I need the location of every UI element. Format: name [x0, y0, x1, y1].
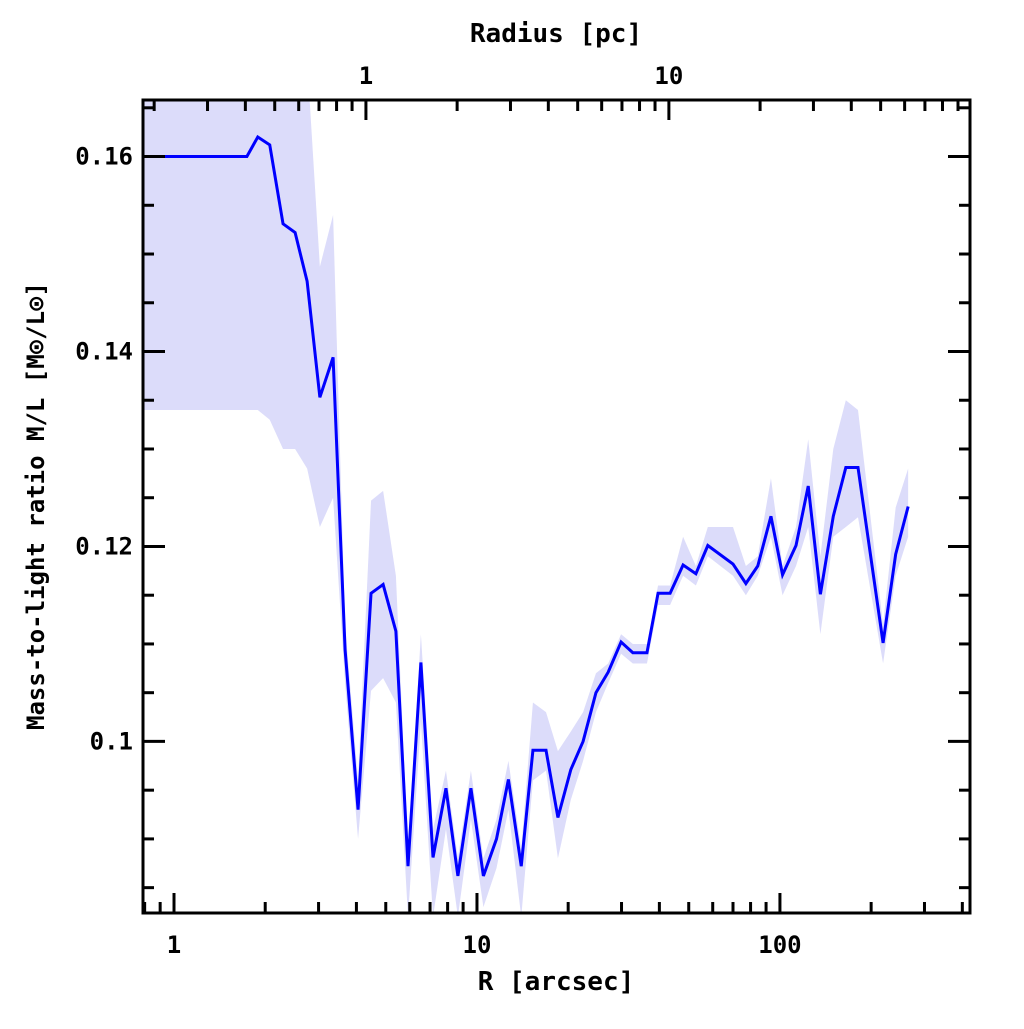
- y-axis-label: Mass-to-light ratio M/L [M⊙/L⊙]: [22, 282, 50, 730]
- x-tick-label: 1: [167, 931, 181, 959]
- x-tick-label: 100: [758, 931, 801, 959]
- y-tick-label: 0.12: [75, 532, 133, 560]
- y-tick-label: 0.16: [75, 143, 133, 171]
- y-tick-label: 0.1: [90, 727, 133, 755]
- uncertainty-band: [143, 59, 908, 917]
- top-tick-label: 1: [359, 62, 373, 90]
- x-tick-label: 10: [463, 931, 492, 959]
- x-axis-label: R [arcsec]: [478, 967, 635, 997]
- top-axis-label: Radius [pc]: [470, 19, 642, 49]
- top-tick-label: 10: [654, 62, 683, 90]
- y-tick-label: 0.14: [75, 338, 133, 366]
